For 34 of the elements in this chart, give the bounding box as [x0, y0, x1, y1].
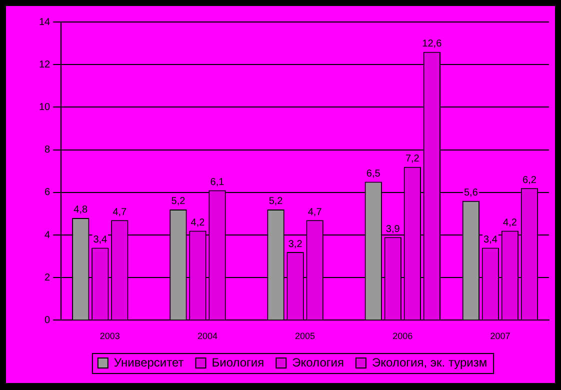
x-tick-label: 2006 — [392, 331, 413, 342]
x-tick-label: 2003 — [100, 331, 120, 342]
legend-label: Биология — [212, 355, 264, 370]
legend-label: Университет — [114, 355, 184, 370]
y-tick-label: 0 — [44, 314, 51, 326]
data-label: 6,1 — [210, 177, 225, 188]
y-tick-label: 10 — [39, 102, 51, 113]
y-tick-label: 12 — [39, 59, 51, 70]
data-label: 6,5 — [366, 168, 381, 180]
data-label: 4,2 — [503, 217, 518, 228]
x-tick-label: 2007 — [490, 331, 510, 342]
legend-label: Экология, эк. туризм — [372, 355, 488, 370]
y-tick-label: 2 — [44, 272, 51, 284]
legend-label: Экология — [292, 355, 344, 370]
data-label: 3,9 — [386, 224, 400, 235]
x-tick-label: 2005 — [295, 331, 316, 342]
data-label: 4,7 — [308, 206, 322, 218]
x-tick-label: 2004 — [197, 331, 218, 342]
y-tick-label: 4 — [44, 230, 51, 241]
data-label: 5,6 — [464, 188, 478, 199]
y-tick-label: 8 — [44, 144, 51, 156]
data-label: 12,6 — [422, 38, 442, 50]
data-label: 7,2 — [405, 154, 420, 165]
data-label: 4,2 — [190, 217, 206, 228]
data-label: 3,2 — [288, 238, 303, 250]
data-label: 4,8 — [74, 204, 88, 216]
data-label: 5,2 — [268, 196, 284, 208]
data-label: 5,2 — [171, 196, 186, 208]
data-label: 4,7 — [112, 206, 128, 218]
y-tick-label: 6 — [44, 187, 51, 198]
data-label: 3,4 — [93, 234, 108, 246]
data-label: 6,2 — [522, 174, 537, 186]
y-tick-label: 14 — [39, 16, 51, 28]
data-label: 3,4 — [484, 234, 498, 246]
